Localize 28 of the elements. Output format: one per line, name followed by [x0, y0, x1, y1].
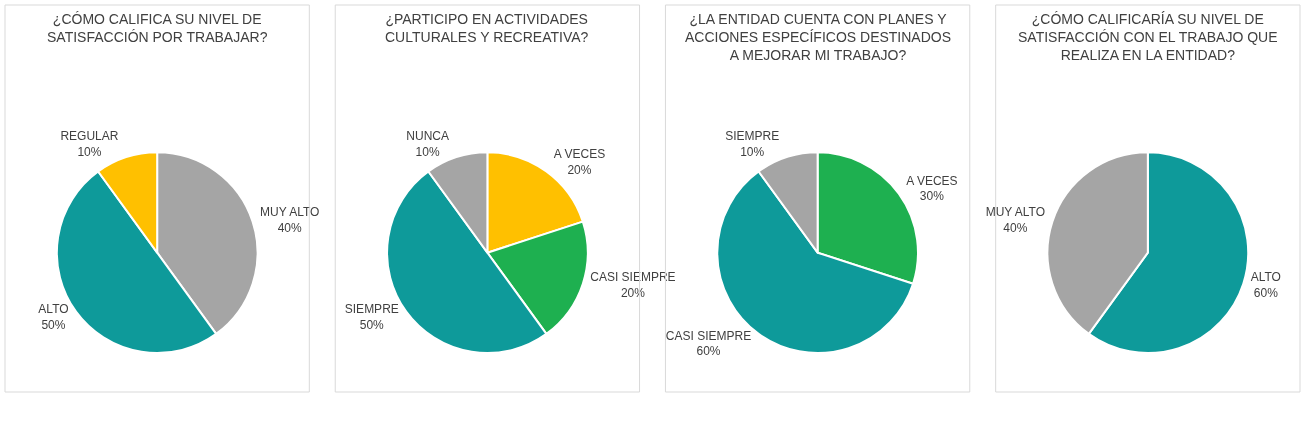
data-label: 60% — [1253, 285, 1279, 300]
data-label: 60% — [696, 344, 721, 359]
chart-title: ¿PARTICIPO EN ACTIVIDADES CULTURALES Y RECREATIVA? — [385, 11, 589, 46]
data-label: 30% — [919, 189, 945, 204]
slice-label: CASI SIEMPRE — [590, 270, 676, 285]
slice-label: A VECES — [906, 173, 958, 188]
slice-label: REGULAR — [60, 129, 119, 144]
slice-label: A VECES — [553, 147, 606, 161]
data-label: 10% — [415, 144, 440, 159]
data-label: 10% — [77, 144, 102, 159]
slice-label: SIEMPRE — [725, 129, 780, 144]
data-label: 50% — [359, 317, 385, 332]
slice-label: MUY ALTO — [260, 205, 320, 220]
slice-label: NUNCA — [406, 129, 449, 144]
slice-label: ALTO — [38, 301, 69, 316]
chart-title: ¿LA ENTIDAD CUENTA CON PLANES Y ACCIONES ESPECÍFICOS DESTINADOS A MEJORAR MI TRABAJO? — [685, 11, 952, 64]
data-label: 10% — [740, 144, 765, 159]
slice-label: MUY ALTO — [985, 205, 1045, 220]
slice-label: SIEMPRE — [344, 301, 399, 316]
data-label: 40% — [1003, 221, 1028, 236]
chart-title: ¿CÓMO CALIFICA SU NIVEL DE SATISFACCIÓN POR TRABAJAR? — [47, 11, 268, 46]
chart-title: ¿CÓMO CALIFICARÍA SU NIVEL DE SATISFACCIÓN CON EL TRABAJO QUE REALIZA EN LA ENTIDAD? — [1018, 11, 1278, 64]
data-label: 40% — [277, 221, 303, 236]
data-label: 50% — [41, 317, 66, 332]
data-label: 20% — [620, 285, 646, 300]
slice-label: ALTO — [1250, 270, 1281, 285]
slice-label: CASI SIEMPRE — [665, 328, 752, 343]
data-label: 20% — [567, 162, 592, 177]
